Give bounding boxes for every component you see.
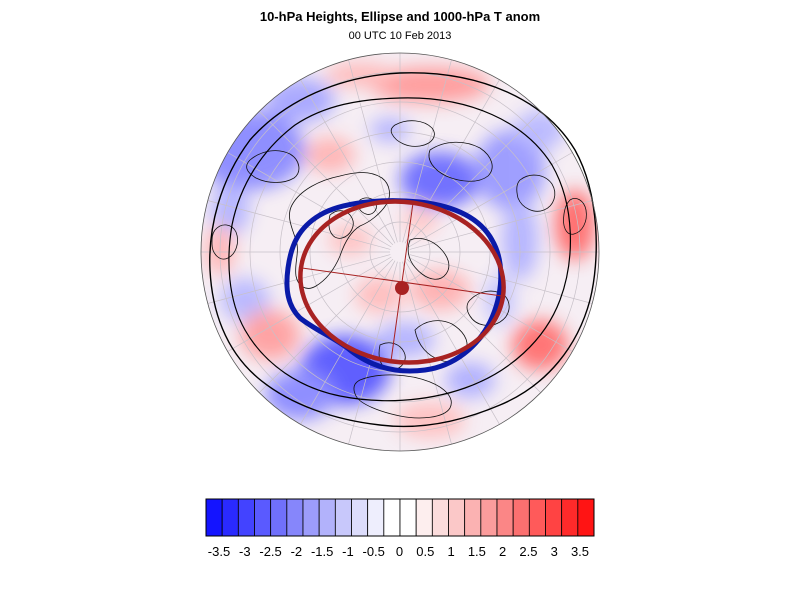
colorbar-swatch [496,498,514,537]
coastlines [211,120,587,419]
colorbar-tick-label: -2 [291,544,303,559]
colorbar-tick-label: -0.5 [363,544,385,559]
colorbar-tick-label: 0.5 [416,544,434,559]
colorbar-tick-label: 2 [499,544,506,559]
colorbar-swatch [431,498,449,537]
colorbar-tick-label: 3.5 [571,544,589,559]
colorbar-swatch [254,498,272,537]
map-title: 10-hPa Heights, Ellipse and 1000-hPa T a… [259,9,541,24]
colorbar-swatch [318,498,336,537]
colorbar-swatch [415,498,433,537]
colorbar-swatch [512,498,530,537]
colorbar-swatch [561,498,579,537]
colorbar-swatch [237,498,255,537]
height-contour-inner [228,97,571,402]
colorbar-tick-label: 0 [396,544,403,559]
colorbar-swatch [205,498,223,537]
colorbar-swatch [383,498,401,537]
colorbar-tick-label: 3 [551,544,558,559]
colorbar-swatch [286,498,304,537]
colorbar-swatch [302,498,320,537]
colorbar-tick-label: 1.5 [468,544,486,559]
colorbar-swatch [545,498,563,537]
colorbar-swatch [399,498,417,537]
height-contour-outer [209,72,597,428]
colorbar-swatch [464,498,482,537]
colorbar-swatch [334,498,352,537]
colorbar-swatch [221,498,239,537]
map-boundary [200,52,600,452]
colorbar-swatch [448,498,466,537]
colorbar-swatch [270,498,288,537]
colorbar-tick-label: -1.5 [311,544,333,559]
graticule [201,53,599,451]
colorbar-frame [205,498,595,537]
colorbar-tick-label: 1 [447,544,454,559]
colorbar-swatch [480,498,498,537]
colorbar-tick-label: -2.5 [259,544,281,559]
colorbar-swatch [351,498,369,537]
colorbar-tick-label: 2.5 [519,544,537,559]
vortex-edge-contour [284,198,504,374]
colorbar-swatch [528,498,546,537]
colorbar-swatch [577,498,595,537]
colorbar-tick-label: -1 [342,544,354,559]
colorbar-tick-label: -3.5 [208,544,230,559]
colorbar-swatch [367,498,385,537]
colorbar-tick-label: -3 [239,544,251,559]
ellipse-center-marker [395,281,409,295]
map-subtitle: 00 UTC 10 Feb 2013 [348,30,452,42]
